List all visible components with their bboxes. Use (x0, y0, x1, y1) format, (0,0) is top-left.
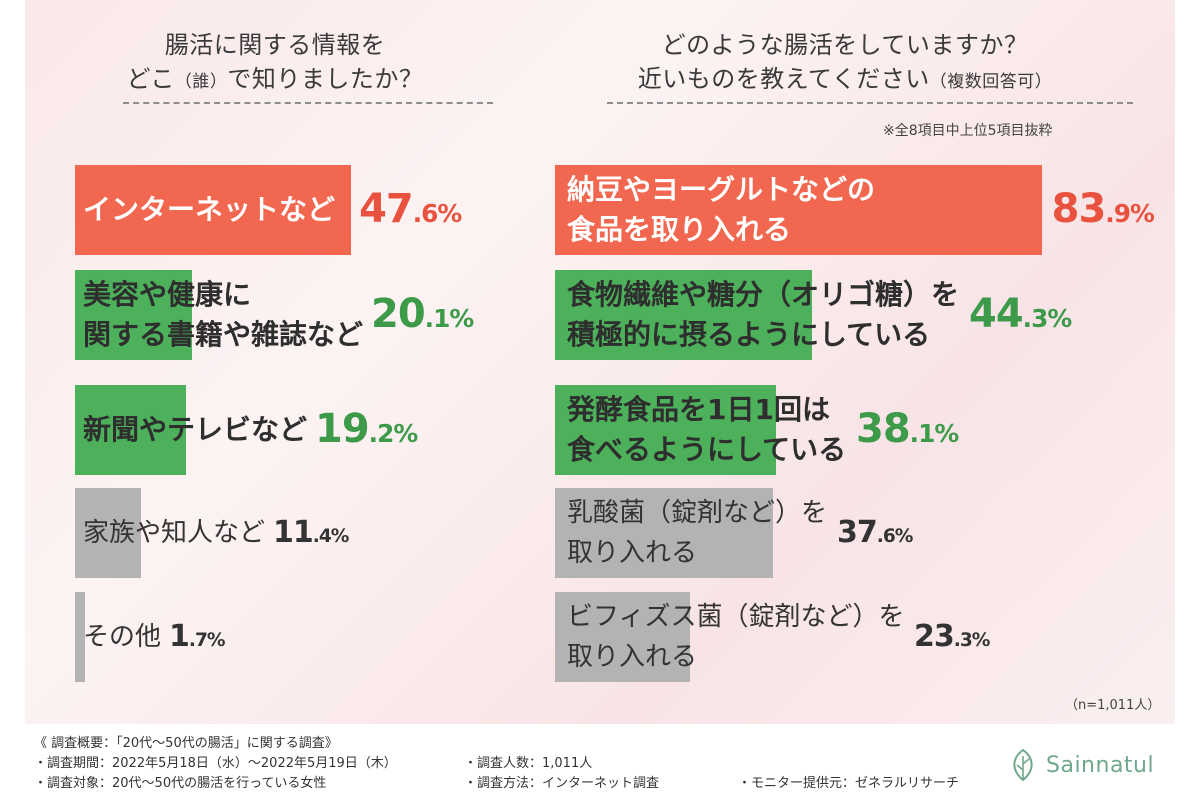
right-bar-1 (555, 165, 1042, 255)
right-bar-label-2-line-1: 食物繊維や糖分（オリゴ糖）を (567, 278, 960, 311)
left-bar-5 (75, 592, 85, 682)
right-bar-label-2: 食物繊維や糖分（オリゴ糖）を 積極的に摂るようにしている (567, 275, 959, 355)
left-bar-2 (75, 270, 192, 360)
right-bar-value-2: 44.3% (969, 291, 1072, 337)
left-bar-value-1: 47.6% (359, 186, 462, 232)
left-bar-value-2: 20.1% (371, 291, 474, 337)
selection-note: ※全8項目中上位5項目抜粋 (883, 123, 1053, 139)
right-bar-label-2-line-2: 積極的に摂るようにしている (567, 318, 931, 351)
survey-footer: 《 調査概要：「20代～50代の腸活」に関する調査》 ・調査期間：2022年5月… (0, 724, 1200, 800)
left-bar-label-3-line-1: 新聞やテレビなど (83, 413, 308, 446)
left-title-divider (123, 102, 493, 104)
right-bar-label-3-line-1: 発酵食品を1日1回は (567, 393, 830, 426)
footer-period: ・調査期間：2022年5月18日（水）～2022年5月19日（木） (34, 756, 397, 771)
left-bar-label-5-line-1: その他 (83, 622, 162, 652)
leaf-icon (1013, 748, 1033, 782)
brand-logo: Sainnatul (1008, 748, 1154, 782)
right-bar-2 (555, 270, 812, 360)
right-title-text-b: （複数回答可） (929, 72, 1053, 92)
left-title-text-c: で知りましたか？ (227, 65, 424, 93)
left-bar-label-4: 家族や知人など (83, 513, 265, 553)
left-bar-label-5: その他 (83, 617, 161, 657)
right-title-text-a: 近いものを教えてください (637, 65, 930, 93)
footer-monitor: ・モニター提供元：ゼネラルリサーチ (738, 776, 960, 791)
right-bar-label-4: 乳酸菌（錠剤など）を 取り入れる (567, 493, 827, 573)
right-bar-label-1-line-1: 納豆やヨーグルトなどの (567, 173, 876, 206)
right-bar-label-3-line-2: 食べるようにしている (567, 433, 847, 466)
right-bar-label-1: 納豆やヨーグルトなどの 食品を取り入れる (567, 170, 875, 250)
right-title-line1: どのような腸活をしていますか？ (661, 31, 1029, 59)
left-bar-label-4-line-1: 家族や知人など (83, 518, 266, 548)
right-bar-3 (555, 385, 776, 475)
left-bar-label-2: 美容や健康に関する書籍や雑誌など (83, 275, 363, 355)
left-bar-value-5: 1.7% (169, 619, 226, 654)
left-bar-value-4: 11.4% (273, 515, 349, 550)
right-title-divider (607, 102, 1133, 104)
chart-panel: 腸活に関する情報を どこ（誰）で知りましたか？ どのような腸活をしていますか？ … (25, 0, 1175, 724)
right-bar-value-3: 38.1% (856, 406, 959, 452)
right-bar-label-4-line-1: 乳酸菌（錠剤など）を (567, 498, 828, 528)
right-bar-value-4: 37.6% (837, 515, 913, 550)
right-bar-4 (555, 488, 774, 578)
footer-target: ・調査対象：20代～50代の腸活を行っている女性 (34, 776, 327, 791)
left-bar-label-2-line-2: 関する書籍や雑誌など (83, 318, 364, 351)
right-bar-label-4-line-2: 取り入れる (567, 538, 698, 568)
left-bar-3 (75, 385, 187, 475)
left-title-text-b: （誰） (174, 72, 228, 92)
left-title-line2: どこ（誰）で知りましたか？ (85, 62, 465, 99)
left-bar-value-3: 19.2% (315, 406, 418, 452)
left-bar-4 (75, 488, 142, 578)
right-bar-5 (555, 592, 691, 682)
right-bar-label-1-line-2: 食品を取り入れる (567, 213, 792, 246)
right-title-line2: 近いものを教えてください（複数回答可） (585, 62, 1105, 99)
sample-size-note: （n=1,011人） (1065, 698, 1161, 713)
left-title-text-a: どこ (126, 65, 175, 93)
right-bar-label-3: 発酵食品を1日1回は 食べるようにしている (567, 390, 846, 470)
footer-count: ・調査人数：1,011人 (464, 756, 593, 771)
left-title-line1: 腸活に関する情報を (164, 31, 386, 59)
right-bar-label-5-line-1: ビフィズス菌（錠剤など）を (567, 602, 905, 632)
right-bar-label-5-line-2: 取り入れる (567, 642, 698, 672)
footer-outline: 《 調査概要：「20代～50代の腸活」に関する調査》 (34, 736, 338, 751)
right-bar-label-5: ビフィズス菌（錠剤など）を 取り入れる (567, 597, 904, 677)
right-chart-title: どのような腸活をしていますか？ 近いものを教えてください（複数回答可） (585, 28, 1105, 99)
left-bar-1 (75, 165, 352, 255)
left-bar-label-1: インターネットなど (83, 190, 335, 230)
right-bar-value-1: 83.9% (1051, 186, 1155, 232)
left-bar-label-3: 新聞やテレビなど (83, 410, 307, 450)
left-bar-label-1-line-1: インターネットなど (83, 193, 336, 226)
logo-text: Sainnatul (1046, 752, 1155, 778)
footer-method: ・調査方法：インターネット調査 (464, 776, 660, 791)
right-bar-value-5: 23.3% (914, 619, 990, 654)
left-bar-label-2-line-1: 美容や健康に (83, 278, 252, 311)
left-chart-title: 腸活に関する情報を どこ（誰）で知りましたか？ (85, 28, 465, 99)
